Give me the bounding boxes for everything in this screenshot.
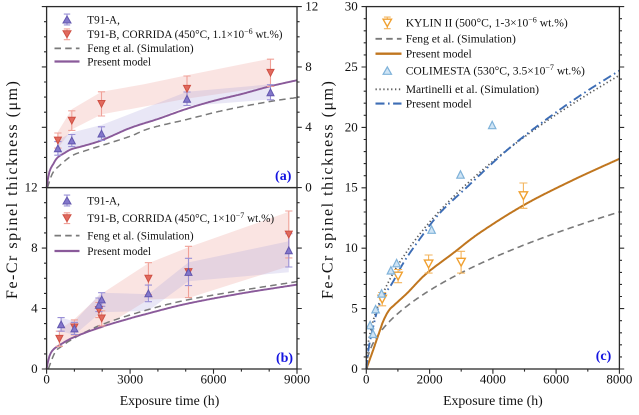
svg-text:(a): (a) xyxy=(275,169,292,184)
svg-text:12: 12 xyxy=(305,0,318,14)
svg-text:Present model: Present model xyxy=(406,48,472,61)
svg-text:Martinelli et al. (Simulation): Martinelli et al. (Simulation) xyxy=(406,83,539,96)
svg-text:(b): (b) xyxy=(276,351,293,366)
svg-text:Feng et al. (Simulation): Feng et al. (Simulation) xyxy=(406,33,516,46)
svg-text:Present model: Present model xyxy=(87,56,151,68)
svg-text:0: 0 xyxy=(43,372,50,387)
svg-text:T91-B, CORRIDA (450°C, 1×10−7: T91-B, CORRIDA (450°C, 1×10−7 wt.%) xyxy=(87,211,274,225)
svg-text:6000: 6000 xyxy=(543,372,569,387)
svg-text:Exposure time (h): Exposure time (h) xyxy=(443,393,543,409)
svg-text:0: 0 xyxy=(351,361,358,376)
svg-text:(c): (c) xyxy=(596,349,612,364)
svg-text:6000: 6000 xyxy=(201,372,227,387)
svg-text:0: 0 xyxy=(305,180,312,195)
svg-text:4: 4 xyxy=(305,119,312,134)
svg-text:12: 12 xyxy=(25,180,38,195)
svg-text:0: 0 xyxy=(363,372,370,387)
svg-text:KYLIN II (500°C, 1-3×10−6 wt.%: KYLIN II (500°C, 1-3×10−6 wt.%) xyxy=(406,16,568,30)
svg-text:9000: 9000 xyxy=(284,372,310,387)
svg-text:4: 4 xyxy=(31,300,38,315)
svg-text:15: 15 xyxy=(345,180,358,195)
svg-text:Present model: Present model xyxy=(406,97,472,110)
svg-text:Fe-Cr spinel thickness (μm): Fe-Cr spinel thickness (μm) xyxy=(320,80,337,299)
svg-text:Exposure time (h): Exposure time (h) xyxy=(120,393,220,409)
svg-text:5: 5 xyxy=(351,301,358,316)
svg-text:8: 8 xyxy=(31,240,38,255)
svg-text:25: 25 xyxy=(345,59,358,74)
svg-text:8000: 8000 xyxy=(606,372,632,387)
svg-text:T91-A,: T91-A, xyxy=(87,14,120,26)
svg-text:8: 8 xyxy=(305,59,312,74)
svg-text:10: 10 xyxy=(345,240,358,255)
svg-text:Feng et al. (Simulation): Feng et al. (Simulation) xyxy=(87,230,194,242)
svg-text:Present model: Present model xyxy=(87,246,151,258)
svg-text:2000: 2000 xyxy=(417,372,443,387)
svg-text:30: 30 xyxy=(345,0,358,14)
svg-text:4000: 4000 xyxy=(480,372,506,387)
svg-text:0: 0 xyxy=(31,361,38,376)
svg-text:COLIMESTA (530°C, 3.5×10−7 wt.: COLIMESTA (530°C, 3.5×10−7 wt.%) xyxy=(406,63,585,77)
svg-text:Fe-Cr spinel thickness (μm): Fe-Cr spinel thickness (μm) xyxy=(4,80,21,299)
svg-text:T91-A,: T91-A, xyxy=(87,195,120,207)
svg-text:Feng et al. (Simulation): Feng et al. (Simulation) xyxy=(87,43,194,55)
svg-text:T91-B, CORRIDA (450°C, 1.1×10−: T91-B, CORRIDA (450°C, 1.1×10−6 wt.%) xyxy=(87,27,282,41)
svg-text:20: 20 xyxy=(345,119,358,134)
svg-text:3000: 3000 xyxy=(117,372,143,387)
